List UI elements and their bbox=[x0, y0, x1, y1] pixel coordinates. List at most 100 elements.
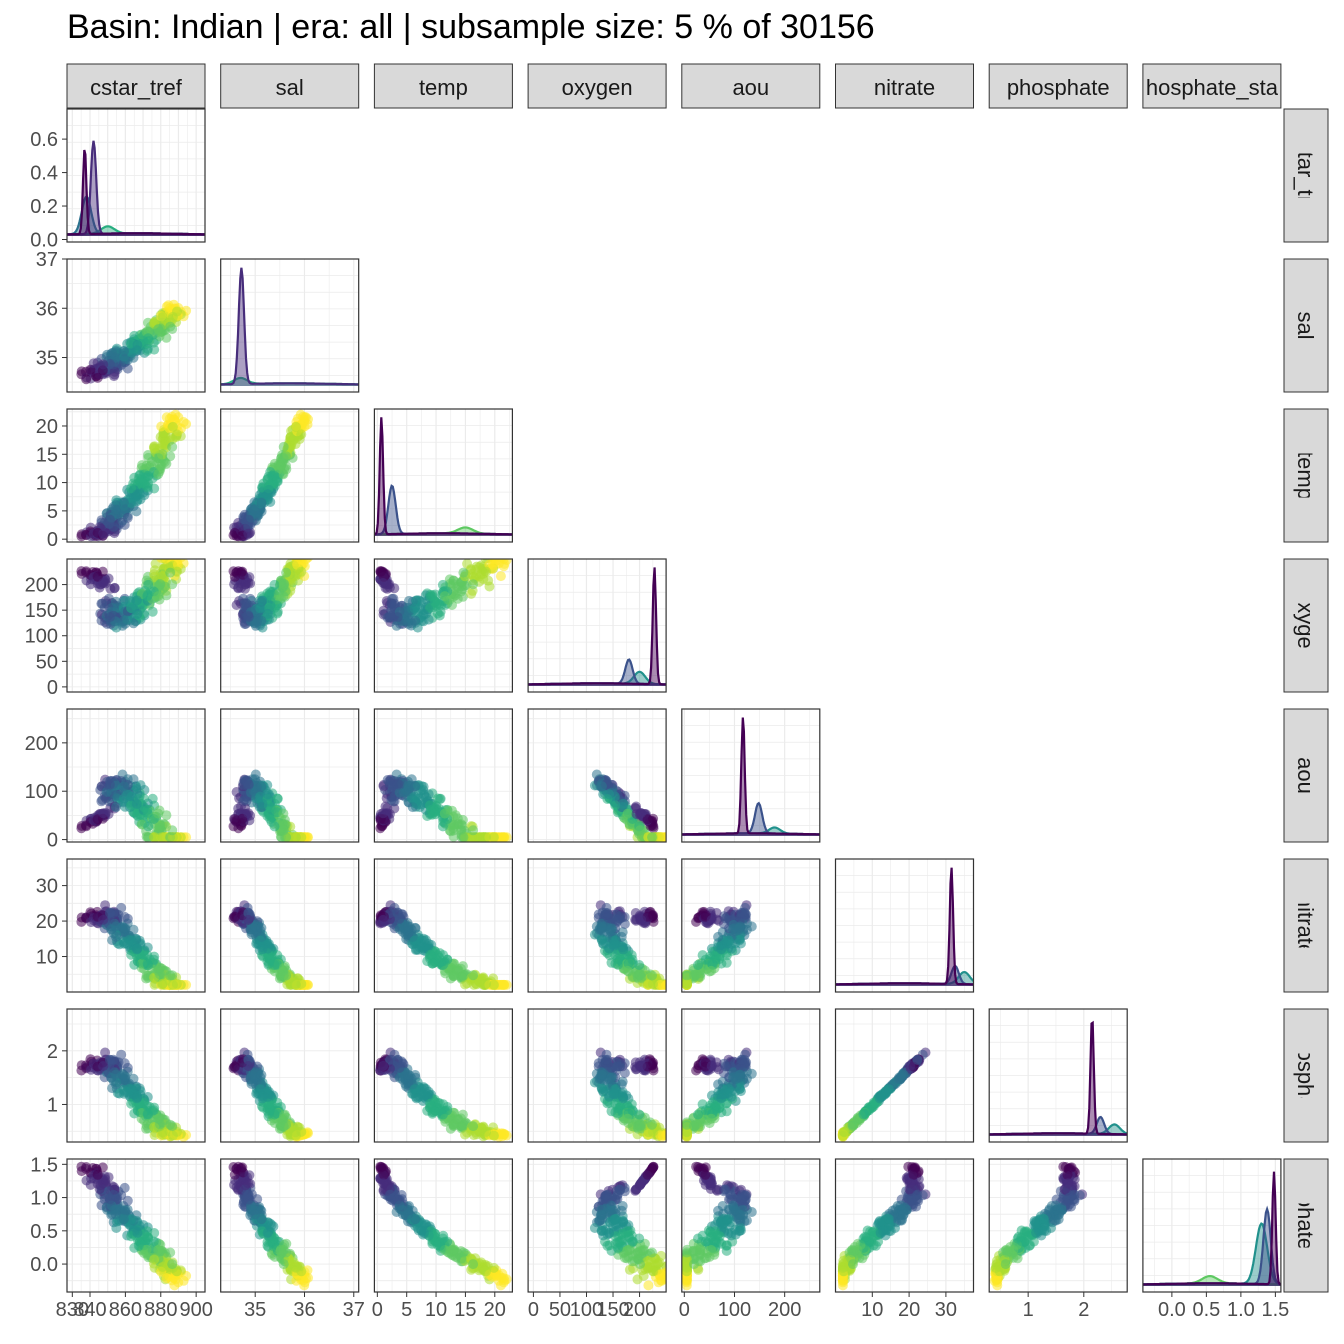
scatter-point bbox=[153, 591, 164, 602]
scatter-point bbox=[155, 969, 165, 980]
scatter-point bbox=[471, 978, 481, 989]
chart-title: Basin: Indian | era: all | subsample siz… bbox=[67, 8, 875, 46]
scatter-point bbox=[492, 548, 502, 558]
scatter-point bbox=[394, 924, 405, 935]
scatter-point bbox=[97, 794, 108, 805]
scatter-point bbox=[165, 451, 176, 462]
scatter-point bbox=[418, 943, 429, 954]
scatter-point bbox=[494, 548, 504, 558]
marks bbox=[228, 900, 313, 990]
marks bbox=[228, 769, 313, 842]
density-line-2 bbox=[681, 717, 820, 836]
marks bbox=[67, 140, 205, 236]
scatter-point bbox=[436, 600, 446, 611]
scatter-point bbox=[394, 787, 405, 798]
scatter-point bbox=[153, 469, 164, 480]
scatter-point bbox=[597, 781, 607, 792]
column-strip-oxygen: oxygen bbox=[527, 63, 667, 109]
scatter-point bbox=[118, 781, 129, 792]
scatter-point bbox=[437, 960, 448, 970]
scatter-point bbox=[278, 441, 289, 452]
scatter-point bbox=[256, 615, 267, 626]
panel-border bbox=[373, 708, 513, 843]
scatter-point bbox=[301, 559, 311, 565]
scatter-point bbox=[681, 970, 692, 981]
scatter-point bbox=[116, 902, 127, 913]
scatter-point bbox=[491, 549, 501, 559]
column-strip-phosphate: phosphate bbox=[988, 63, 1128, 109]
scatter-point bbox=[437, 821, 448, 832]
row-strip-label: aou bbox=[1293, 757, 1318, 794]
marks bbox=[220, 267, 359, 386]
scatter-point bbox=[618, 944, 629, 955]
scatter-point bbox=[167, 579, 178, 590]
marks bbox=[76, 1047, 192, 1142]
scatter-point bbox=[434, 794, 445, 804]
scatter-point bbox=[255, 935, 266, 946]
panel-nitrate-vs-nitrate bbox=[834, 858, 975, 993]
panel-cstar_tref-vs-cstar_tref bbox=[66, 108, 206, 243]
scatter-point bbox=[243, 578, 254, 588]
scatter-point bbox=[143, 821, 154, 832]
scatter-point bbox=[155, 460, 165, 471]
scatter-point bbox=[110, 504, 121, 515]
scatter-point bbox=[647, 978, 658, 989]
scatter-point bbox=[495, 571, 506, 582]
scatter-point bbox=[132, 608, 143, 619]
scatter-point bbox=[239, 794, 250, 805]
scatter-point bbox=[129, 1108, 140, 1119]
panel-border bbox=[66, 258, 206, 393]
scatter-point bbox=[665, 834, 667, 841]
scatter-point bbox=[427, 958, 438, 969]
scatter-point bbox=[278, 591, 289, 602]
scatter-point bbox=[296, 566, 307, 577]
scatter-point bbox=[734, 922, 745, 933]
scatter-point bbox=[98, 914, 109, 925]
scatter-point bbox=[116, 1049, 127, 1060]
column-strip-label: cstar_tref bbox=[90, 75, 183, 100]
scatter-point bbox=[667, 980, 677, 990]
scatter-point bbox=[243, 914, 254, 925]
marks bbox=[528, 567, 667, 686]
panel-border bbox=[681, 708, 821, 843]
scatter-point bbox=[243, 514, 254, 525]
marks bbox=[76, 900, 192, 990]
scatter-point bbox=[181, 419, 192, 429]
scatter-point bbox=[667, 980, 677, 990]
scatter-point bbox=[81, 374, 92, 385]
scatter-point bbox=[155, 822, 165, 833]
scatter-point bbox=[172, 429, 182, 440]
row-strip-label: cstar_tref bbox=[1293, 130, 1318, 223]
scatter-point bbox=[670, 832, 680, 842]
scatter-point bbox=[425, 949, 435, 960]
column-strip-sal: sal bbox=[220, 63, 360, 109]
scatter-point bbox=[448, 969, 459, 980]
column-strip-label: phosphate bbox=[1007, 75, 1110, 100]
strip-box bbox=[220, 63, 360, 109]
scatter-point bbox=[458, 567, 469, 578]
scatter-point bbox=[141, 970, 152, 981]
panel-nitrate-vs-oxygen bbox=[527, 858, 680, 993]
scatter-point bbox=[161, 412, 172, 423]
scatter-point bbox=[409, 935, 420, 946]
column-strip-label: sal bbox=[276, 75, 304, 100]
strip-box bbox=[1283, 1158, 1329, 1293]
scatter-point bbox=[410, 615, 421, 626]
scatter-point bbox=[278, 808, 289, 819]
scatter-point bbox=[122, 363, 133, 374]
scatter-point bbox=[157, 439, 168, 450]
scatter-point bbox=[141, 460, 152, 471]
scatter-point bbox=[104, 907, 115, 918]
panel-border bbox=[220, 258, 360, 393]
scatter-point bbox=[736, 907, 747, 918]
column-strip-temp: temp bbox=[373, 63, 513, 109]
scatter-point bbox=[460, 979, 470, 990]
scatter-point bbox=[681, 979, 692, 990]
scatter-point bbox=[143, 471, 154, 481]
scatter-point bbox=[111, 802, 121, 813]
scatter-point bbox=[143, 333, 154, 344]
scatter-point bbox=[297, 548, 307, 558]
scatter-point bbox=[142, 942, 153, 953]
scatter-point bbox=[670, 980, 680, 990]
scatter-point bbox=[165, 543, 175, 553]
